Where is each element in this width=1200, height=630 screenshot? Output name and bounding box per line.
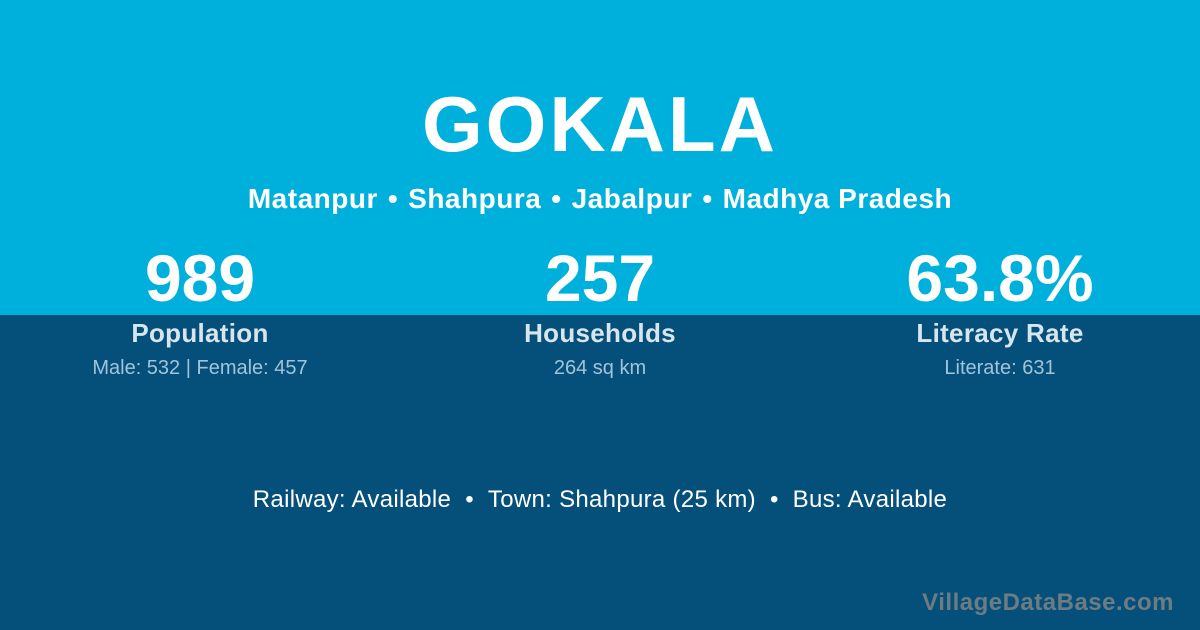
nearest-town: Town: Shahpura (25 km) bbox=[487, 486, 756, 513]
bullet-separator: • bbox=[769, 486, 779, 513]
amenities-line: Railway: Available • Town: Shahpura (25 km… bbox=[0, 486, 1200, 514]
bullet-separator: • bbox=[551, 183, 562, 214]
railway-status: Railway: Available bbox=[252, 486, 452, 513]
location-part-village: Matanpur bbox=[247, 183, 378, 214]
population-label: Population bbox=[131, 318, 269, 348]
bullet-separator: • bbox=[465, 486, 474, 513]
bus-status: Bus: Available bbox=[792, 486, 948, 513]
literacy-value: 63.8% bbox=[906, 241, 1094, 315]
top-background bbox=[0, 0, 1200, 315]
location-part-state: Madhya Pradesh bbox=[722, 183, 953, 214]
location-part-tehsil: Shahpura bbox=[408, 183, 542, 214]
watermark: VillageDataBase.com bbox=[922, 589, 1174, 616]
population-value: 989 bbox=[144, 241, 256, 315]
literacy-detail: Literate: 631 bbox=[944, 357, 1056, 379]
bullet-separator: • bbox=[702, 183, 713, 214]
households-label: Households bbox=[524, 318, 676, 348]
literacy-label: Literacy Rate bbox=[916, 318, 1084, 348]
households-value: 257 bbox=[544, 241, 656, 315]
stat-population: 989 Population Male: 532 | Female: 457 bbox=[0, 241, 400, 380]
bottom-background bbox=[0, 315, 1200, 630]
households-detail: 264 sq km bbox=[553, 357, 647, 379]
bullet-separator: • bbox=[387, 183, 399, 214]
stat-households: 257 Households 264 sq km bbox=[400, 241, 800, 380]
village-name-title: GOKALA bbox=[422, 80, 778, 168]
location-breadcrumb: Matanpur • Shahpura • Jabalpur • Madhya Prades… bbox=[0, 183, 1200, 215]
location-part-district: Jabalpur bbox=[571, 183, 693, 214]
population-detail: Male: 532 | Female: 457 bbox=[92, 357, 308, 379]
stats-row: 989 Population Male: 532 | Female: 457 2… bbox=[0, 241, 1200, 380]
stat-literacy-rate: 63.8% Literacy Rate Literate: 631 bbox=[800, 241, 1200, 380]
